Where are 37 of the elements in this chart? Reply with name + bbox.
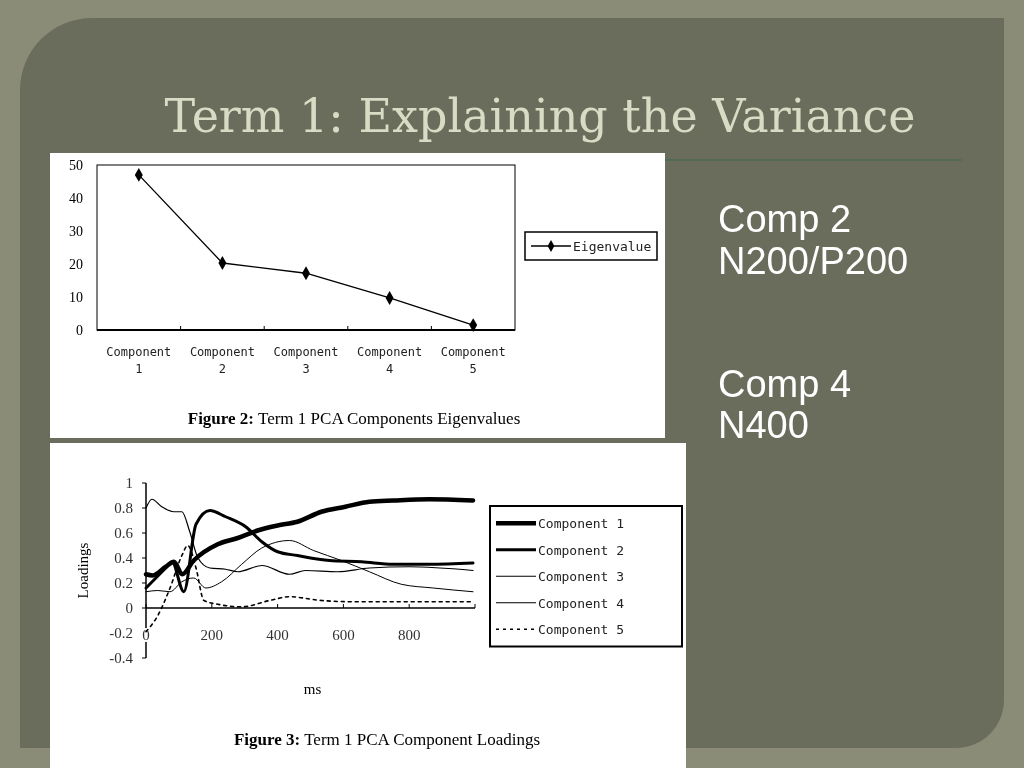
y-tick-label: 0 xyxy=(76,323,83,338)
x-tick-label: 800 xyxy=(397,627,421,643)
legend-label: Component 1 xyxy=(538,516,625,532)
text: Comp 2 xyxy=(718,198,852,240)
y-tick-label: 50 xyxy=(69,158,83,173)
text: N400 xyxy=(718,404,809,446)
legend-label: Component 4 xyxy=(538,595,625,611)
y-tick-label: 0.4 xyxy=(114,550,134,566)
text: Term 1: Explaining the Variance xyxy=(164,89,916,143)
y-tick-label: 0.8 xyxy=(114,500,133,516)
text: N200/P200 xyxy=(718,240,909,282)
x-tick-label: Component 4 xyxy=(357,345,423,376)
y-axis-title: Loadings xyxy=(75,542,91,599)
legend-label: Component 2 xyxy=(538,542,625,558)
y-tick-label: 0.6 xyxy=(114,525,134,541)
y-tick-label: -0.2 xyxy=(109,625,133,641)
y-tick-label: 30 xyxy=(69,224,83,239)
y-tick-label: 1 xyxy=(125,475,133,491)
legend-label: Component 3 xyxy=(538,569,625,585)
caption: Figure 2: Term 1 PCA Components Eigenvalues xyxy=(187,409,521,428)
x-tick-label: 600 xyxy=(332,627,355,643)
caption: Figure 3: Term 1 PCA Component Loadings xyxy=(233,730,541,749)
x-axis-title: ms xyxy=(303,681,322,697)
y-tick-label: 20 xyxy=(69,257,83,272)
y-tick-label: 0 xyxy=(125,600,133,616)
x-tick-label: Component 2 xyxy=(189,345,255,376)
y-tick-label: 0.2 xyxy=(114,575,133,591)
x-tick-label: Component 1 xyxy=(106,345,172,376)
x-tick-label: 200 xyxy=(200,627,224,643)
y-tick-label: -0.4 xyxy=(109,650,134,666)
x-tick-label: Component 5 xyxy=(440,345,506,376)
y-tick-label: 40 xyxy=(69,191,83,206)
y-tick-label: 10 xyxy=(69,290,83,305)
x-tick-label: 400 xyxy=(266,627,289,643)
text: Comp 4 xyxy=(718,363,852,405)
x-tick-label: Component 3 xyxy=(273,345,339,376)
legend-label: Eigenvalue xyxy=(573,239,652,254)
